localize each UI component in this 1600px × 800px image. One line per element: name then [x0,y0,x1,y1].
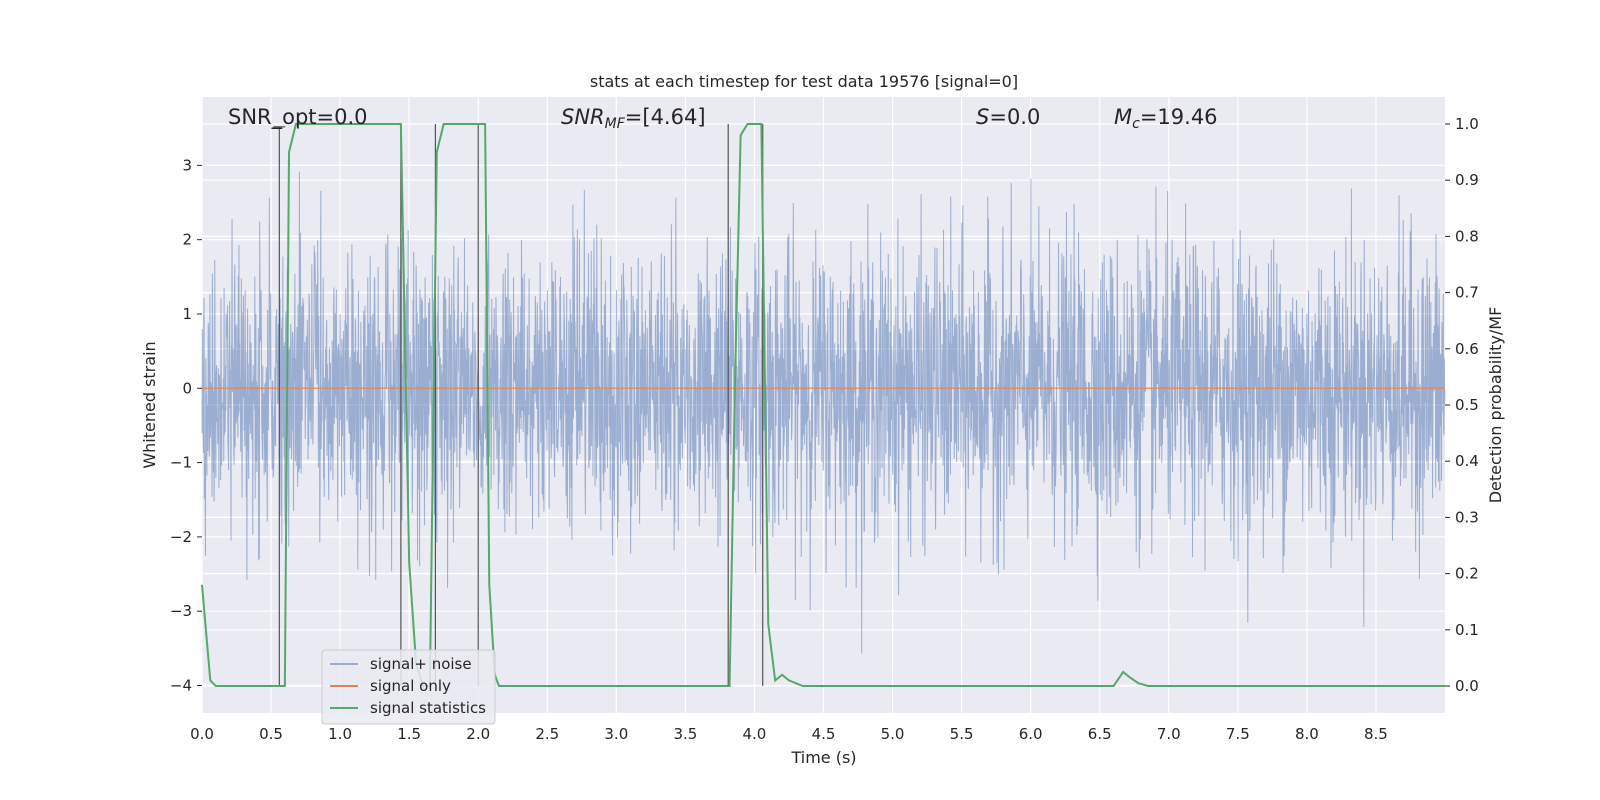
y2-tick-label: 0.3 [1455,508,1479,526]
x-tick-label: 4.5 [812,725,836,743]
y2-axis-ticks: 0.0 0.1 0.2 0.3 0.4 0.5 0.6 0.7 0.8 0.9 1.0 [1445,115,1479,695]
y-tick-label: 3 [182,156,192,174]
chart-title: stats at each timestep for test data 195… [590,72,1018,91]
legend-box [321,649,496,725]
x-tick-label: 1.5 [397,725,421,743]
x-tick-label: 3.0 [604,725,628,743]
vertical-markers [273,123,764,687]
y2-tick-label: 0.7 [1455,284,1479,302]
annotation-s: S=0.0 [976,105,1040,129]
x-tick-label: 3.5 [673,725,697,743]
annotation-snr-opt: SNR_opt=0.0 [228,105,368,130]
y-tick-label: −4 [170,677,192,695]
annotation-snr-mf: SNRMF=[4.64] [561,105,706,132]
annotation-mc-sub: c [1132,116,1140,132]
annotation-mc-value: =19.46 [1140,105,1218,129]
annotation-snr-mf-sub: MF [605,116,626,132]
x-tick-label: 8.5 [1364,725,1388,743]
y2-tick-label: 0.5 [1455,396,1479,414]
y-tick-label: −1 [170,454,192,472]
x-tick-label: 1.0 [328,725,352,743]
noise-trace [201,171,1446,654]
y-tick-label: 1 [182,305,192,323]
y-axis-ticks: −4 −3 −2 −1 0 1 2 3 [170,156,202,695]
x-tick-label: 6.0 [1019,725,1043,743]
x-tick-label: 7.0 [1157,725,1181,743]
x-tick-label: 8.0 [1295,725,1319,743]
legend-label-signal-only: signal only [370,677,451,695]
y2-tick-label: 0.0 [1455,677,1479,695]
x-axis-label: Time (s) [790,748,856,767]
y-tick-label: −2 [170,528,192,546]
x-tick-label: 5.5 [950,725,974,743]
x-tick-label: 2.5 [535,725,559,743]
y2-tick-label: 0.8 [1455,227,1479,245]
annotation-snr-mf-value: =[4.64] [625,105,706,129]
x-tick-label: 6.5 [1088,725,1112,743]
legend: signal+ noise signal only signal statist… [321,649,496,725]
x-tick-label: 5.0 [881,725,905,743]
y-tick-label: −3 [170,602,192,620]
x-tick-label: 2.0 [466,725,490,743]
y-tick-label: 2 [182,231,192,249]
legend-label-signal-statistics: signal statistics [370,699,486,717]
annotation-s-main: S [976,105,989,129]
x-tick-label: 0.0 [190,725,214,743]
legend-label-signal-noise: signal+ noise [370,655,472,673]
series-signal-noise [201,171,1446,654]
annotation-snr-mf-main: SNR [561,105,605,129]
annotation-mc: Mc=19.46 [1114,105,1218,132]
x-tick-label: 0.5 [259,725,283,743]
annotation-s-value: =0.0 [989,105,1040,129]
y2-tick-label: 0.1 [1455,621,1479,639]
x-tick-label: 7.5 [1226,725,1250,743]
x-tick-label: 4.0 [743,725,767,743]
y2-tick-label: 0.9 [1455,171,1479,189]
annotation-mc-main: M [1114,105,1132,129]
x-axis-ticks: 0.0 0.5 1.0 1.5 2.0 2.5 3.0 3.5 4.0 4.5 5.0 5.5 6.0 6… [190,725,1388,743]
y-axis-label: Whitened strain [140,341,159,468]
y2-axis-label: Detection probability/MF [1486,307,1505,504]
y2-tick-label: 0.6 [1455,340,1479,358]
y-tick-label: 0 [182,379,192,397]
y2-tick-label: 0.4 [1455,452,1479,470]
y2-tick-label: 1.0 [1455,115,1479,133]
y2-tick-label: 0.2 [1455,565,1479,583]
